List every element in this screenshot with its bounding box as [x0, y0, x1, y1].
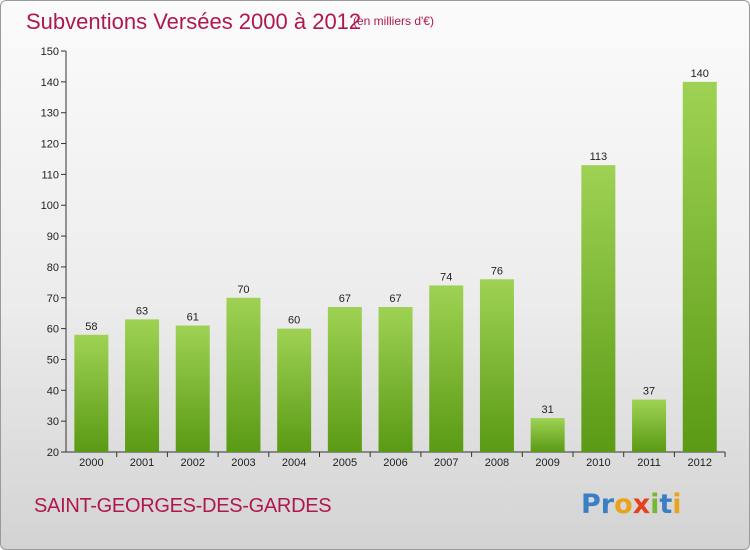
logo-letter: i	[650, 489, 660, 520]
chart-subtitle: (en milliers d'€)	[353, 14, 434, 28]
y-tick-label: 20	[47, 447, 59, 459]
chart-data-labels: 58 63 61 70 60 67 67 74 76 31 113 37 140	[85, 68, 709, 416]
y-tick-label: 120	[41, 139, 59, 151]
x-tick-label: 2004	[282, 457, 306, 469]
x-tick-label: 2008	[485, 457, 509, 469]
logo-letter: t	[659, 489, 673, 520]
y-tick-label: 150	[41, 46, 59, 58]
data-label-2000: 58	[85, 321, 97, 333]
x-tick-label: 2012	[688, 457, 712, 469]
bar-2001	[125, 319, 160, 452]
y-tick-label: 80	[47, 262, 59, 274]
y-tick-label: 140	[41, 77, 59, 89]
data-label-2008: 76	[491, 265, 503, 277]
bar-2002	[175, 325, 210, 452]
bar-2000	[74, 334, 109, 452]
y-tick-label: 40	[47, 385, 59, 397]
chart-axes: 20 30 40 50 60 70 80 90 100 110 120 130 140 150 2000 20…	[41, 46, 726, 469]
bar-2006	[378, 307, 413, 452]
data-label-2003: 70	[237, 284, 249, 296]
y-tick-label: 90	[47, 231, 59, 243]
y-tick-label: 70	[47, 293, 59, 305]
bar-2008	[479, 279, 514, 452]
commune-name: SAINT-GEORGES-DES-GARDES	[34, 495, 332, 517]
x-tick-label: 2011	[637, 457, 661, 469]
bar-2009	[530, 418, 565, 452]
bar-2005	[327, 307, 362, 452]
bar-2007	[429, 285, 464, 452]
y-tick-label: 60	[47, 324, 59, 336]
bar-2011	[632, 399, 667, 452]
y-tick-label: 130	[41, 108, 59, 120]
bar-2003	[226, 297, 261, 452]
data-label-2002: 61	[187, 312, 199, 324]
data-label-2006: 67	[389, 293, 401, 305]
x-tick-label: 2006	[383, 457, 407, 469]
x-tick-label: 2001	[130, 457, 154, 469]
x-tick-label: 2009	[535, 457, 559, 469]
data-label-2010: 113	[590, 151, 608, 163]
chart-title: Subventions Versées 2000 à 2012	[26, 9, 362, 34]
data-label-2009: 31	[542, 404, 554, 416]
data-label-2007: 74	[440, 271, 452, 283]
x-tick-label: 2007	[434, 457, 458, 469]
y-tick-label: 30	[47, 416, 59, 428]
data-label-2004: 60	[288, 315, 300, 327]
x-tick-label: 2002	[181, 457, 205, 469]
x-tick-label: 2010	[586, 457, 610, 469]
data-label-2012: 140	[691, 68, 709, 80]
y-tick-label: 50	[47, 354, 59, 366]
bar-2012	[682, 81, 717, 452]
data-label-2001: 63	[136, 305, 148, 317]
x-tick-label: 2000	[79, 457, 103, 469]
data-label-2011: 37	[643, 386, 655, 398]
y-tick-label: 110	[41, 169, 59, 181]
x-tick-label: 2005	[333, 457, 357, 469]
logo-letter: r	[600, 489, 615, 520]
logo-letter: x	[632, 489, 651, 520]
proxiti-logo[interactable]: Proxiti	[581, 489, 682, 520]
y-tick-label: 100	[41, 200, 59, 212]
data-label-2005: 67	[339, 293, 351, 305]
bar-2010	[581, 165, 616, 452]
logo-letter: i	[672, 489, 682, 520]
logo-letter: P	[581, 489, 601, 520]
chart-bars	[74, 81, 717, 452]
bar-2004	[277, 328, 312, 452]
logo-letter: o	[614, 489, 633, 520]
x-tick-label: 2003	[231, 457, 255, 469]
